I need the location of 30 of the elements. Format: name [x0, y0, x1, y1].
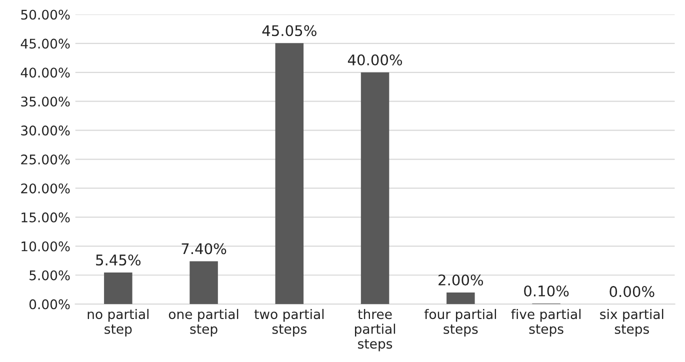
y-tick-label: 20.00%: [21, 183, 70, 194]
data-label: 0.10%: [524, 285, 569, 297]
y-tick-label: 25.00%: [21, 154, 70, 164]
x-tick-label: two partial steps: [254, 308, 324, 336]
bar: [446, 292, 475, 304]
data-label: 5.45%: [96, 254, 141, 266]
data-label: 40.00%: [348, 54, 402, 66]
bar: [275, 43, 304, 304]
x-tick-label: no partial step: [88, 308, 148, 336]
bar: [104, 272, 132, 304]
y-tick-label: 40.00%: [20, 68, 70, 78]
y-tick-label: 15.00%: [22, 212, 70, 222]
data-label: 0.00%: [610, 286, 654, 298]
y-tick-label: 45.00%: [20, 38, 70, 49]
x-tick-label: four partial steps: [424, 308, 496, 336]
x-tick-label: three partial steps: [354, 308, 396, 352]
data-label: 45.05%: [262, 25, 316, 36]
y-tick-label: 0.00%: [29, 299, 70, 310]
y-tick-label: 10.00%: [22, 241, 70, 252]
data-label: 2.00%: [438, 274, 484, 286]
x-tick-label: six partial steps: [600, 308, 664, 336]
data-label: 7.40%: [182, 243, 226, 254]
y-tick-label: 50.00%: [21, 10, 70, 20]
y-tick-label: 35.00%: [21, 96, 70, 107]
x-tick-label: five partial steps: [511, 308, 581, 336]
bar: [190, 261, 218, 304]
x-tick-label: one partial step: [168, 308, 238, 336]
y-tick-label: 5.00%: [30, 270, 70, 280]
bar: [360, 72, 390, 304]
y-tick-label: 30.00%: [21, 126, 70, 136]
